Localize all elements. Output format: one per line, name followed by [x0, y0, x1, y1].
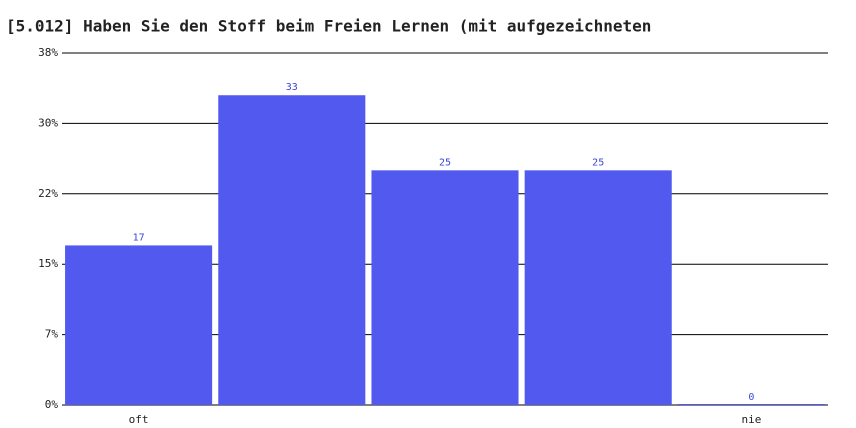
- bar: [218, 95, 366, 406]
- value-label: 25: [439, 157, 451, 168]
- bar: [524, 170, 672, 405]
- y-tick-label: 0%: [45, 398, 59, 411]
- bar: [65, 245, 213, 405]
- y-tick-label: 30%: [38, 116, 58, 129]
- y-tick-label: 15%: [38, 257, 58, 270]
- value-label: 25: [592, 157, 604, 168]
- value-label: 33: [286, 82, 298, 93]
- y-tick-label: 7%: [45, 328, 59, 341]
- bar: [371, 170, 519, 405]
- y-tick-label: 22%: [38, 187, 58, 200]
- value-label: 0: [748, 392, 754, 403]
- x-tick-label: nie: [741, 413, 761, 426]
- chart-title: [5.012] Haben Sie den Stoff beim Freien …: [6, 17, 651, 36]
- x-tick-label: oft: [129, 413, 149, 426]
- bar: [677, 404, 825, 405]
- value-label: 17: [133, 232, 145, 243]
- y-tick-label: 38%: [38, 46, 58, 59]
